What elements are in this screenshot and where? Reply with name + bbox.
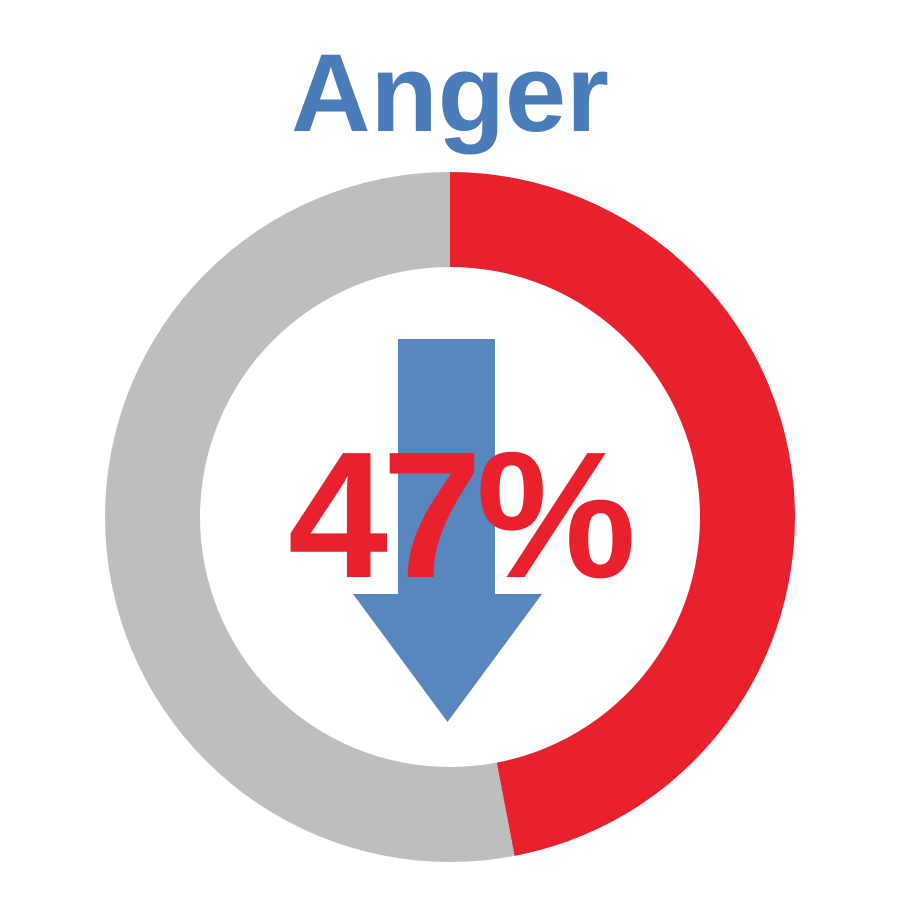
percent-value: 47% (287, 415, 636, 616)
chart-title: Anger (291, 32, 609, 155)
